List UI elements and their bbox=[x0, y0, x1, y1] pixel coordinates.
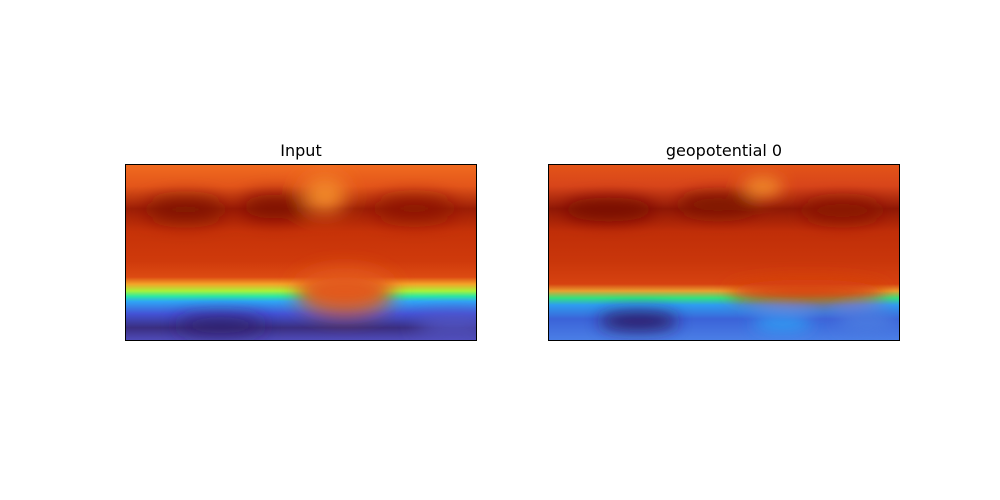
input-panel-title: Input bbox=[280, 141, 322, 160]
input-heatmap-image bbox=[126, 165, 476, 340]
geopotential-heatmap-image bbox=[549, 165, 899, 340]
geopotential-panel-title: geopotential 0 bbox=[665, 141, 783, 160]
geopotential-heatmap bbox=[548, 164, 900, 341]
input-heatmap bbox=[125, 164, 477, 341]
